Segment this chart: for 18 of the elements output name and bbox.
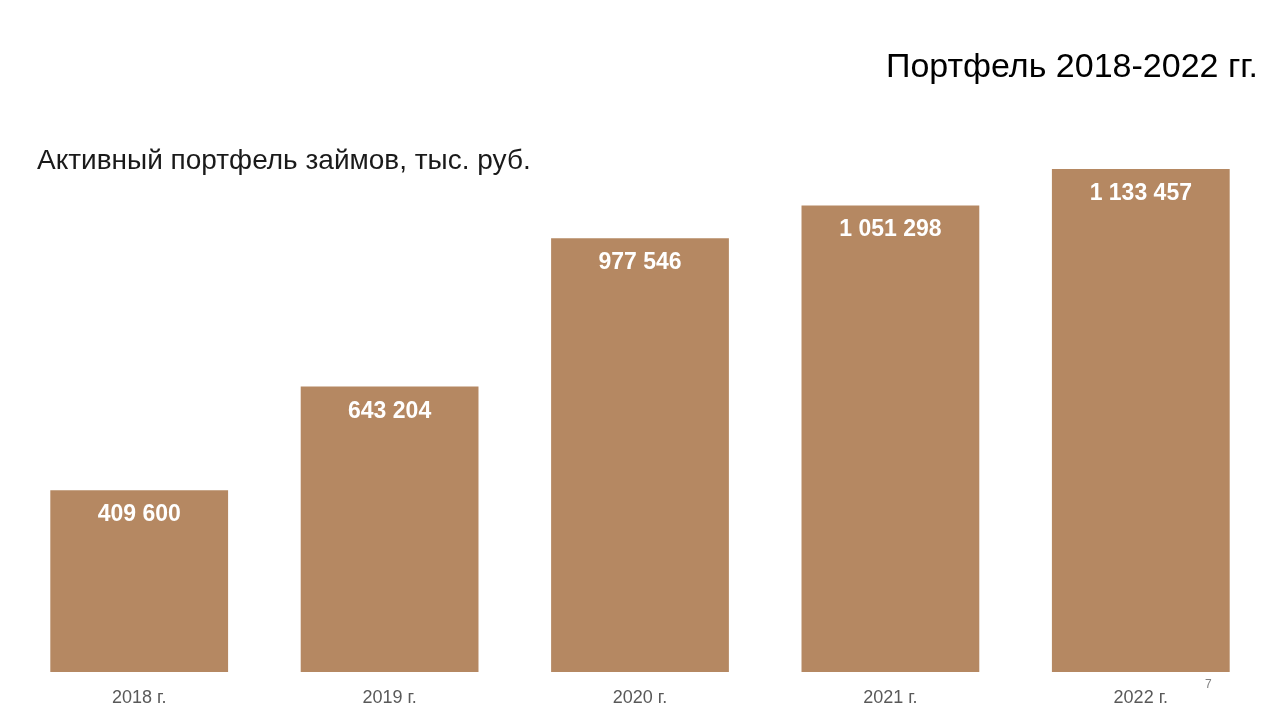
chart-subtitle: Активный портфель займов, тыс. руб. (37, 144, 531, 175)
x-tick-label: 2021 г. (863, 686, 918, 707)
x-tick-label: 2020 г. (612, 686, 668, 707)
chart-title: Портфель 2018-2022 гг. (886, 46, 1258, 84)
data-label: 643 204 (348, 396, 432, 423)
x-tick-label: 2018 г. (111, 686, 167, 707)
bar (551, 238, 729, 672)
bar (50, 490, 229, 672)
x-tick-label: 2022 г. (1113, 686, 1169, 707)
data-label: 409 600 (97, 500, 181, 527)
data-label: 1 133 457 (1089, 179, 1192, 205)
data-label: 977 546 (598, 248, 682, 275)
bar (300, 386, 479, 672)
x-tick-label: 2019 г. (362, 686, 417, 707)
bar (801, 205, 980, 672)
data-label: 1 051 298 (839, 215, 942, 242)
bar (1051, 169, 1230, 672)
text: 7 (1205, 677, 1212, 691)
